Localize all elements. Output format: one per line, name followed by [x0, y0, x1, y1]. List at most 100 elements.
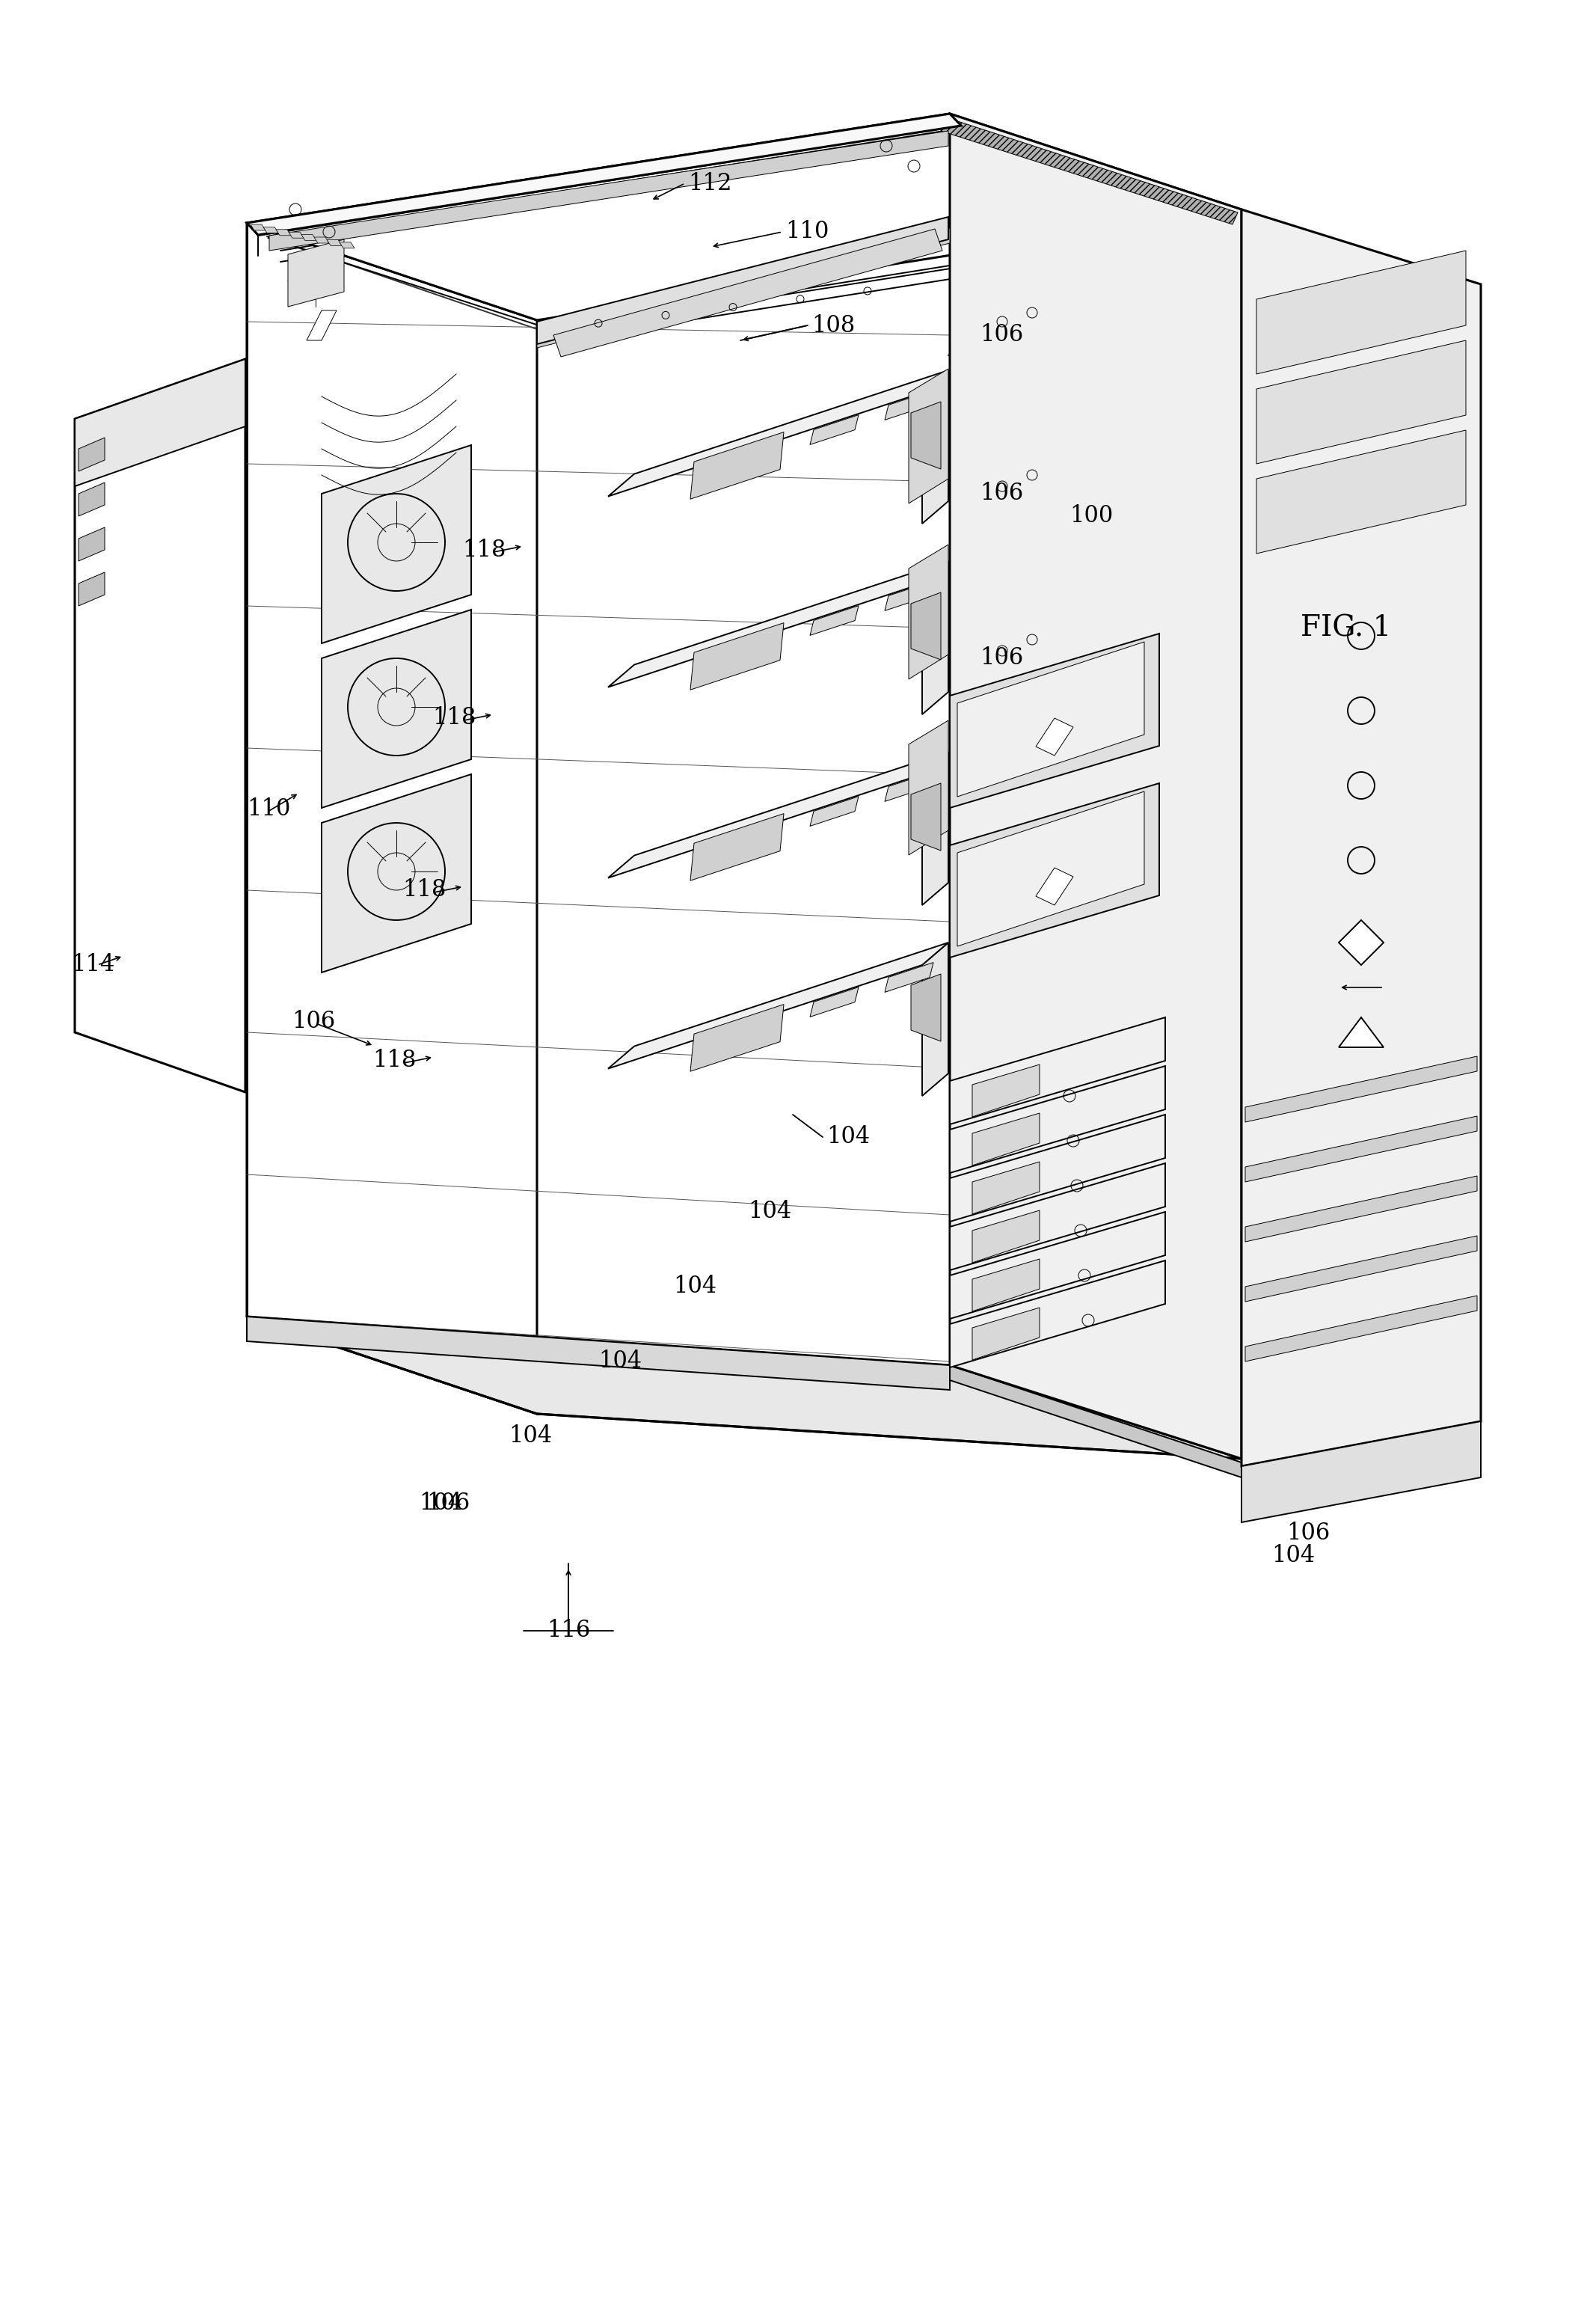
Text: 104: 104	[749, 1200, 792, 1223]
Polygon shape	[289, 232, 303, 239]
Polygon shape	[922, 753, 948, 906]
Text: 104: 104	[509, 1424, 552, 1448]
Text: 104: 104	[418, 1492, 463, 1515]
Text: 116: 116	[546, 1619, 591, 1642]
Polygon shape	[950, 1017, 1165, 1123]
Text: 108: 108	[811, 313, 855, 338]
Text: 110: 110	[247, 797, 290, 820]
Polygon shape	[809, 987, 859, 1017]
Polygon shape	[1245, 1056, 1476, 1121]
Text: FIG. 1: FIG. 1	[1301, 614, 1392, 642]
Polygon shape	[75, 359, 246, 486]
Polygon shape	[608, 753, 948, 878]
Polygon shape	[1245, 1177, 1476, 1241]
Polygon shape	[247, 222, 536, 1413]
Polygon shape	[608, 560, 948, 688]
Polygon shape	[608, 371, 948, 496]
Text: 104: 104	[827, 1126, 870, 1149]
Polygon shape	[908, 368, 948, 503]
Polygon shape	[950, 1114, 1165, 1221]
Polygon shape	[306, 310, 337, 340]
Polygon shape	[340, 243, 354, 248]
Polygon shape	[263, 227, 278, 234]
Polygon shape	[691, 623, 784, 690]
Polygon shape	[950, 783, 1159, 957]
Polygon shape	[314, 236, 329, 243]
Polygon shape	[809, 604, 859, 635]
Polygon shape	[536, 229, 950, 347]
Polygon shape	[908, 720, 948, 855]
Polygon shape	[922, 943, 948, 1095]
Polygon shape	[270, 132, 948, 250]
Polygon shape	[972, 1163, 1039, 1214]
Polygon shape	[972, 1211, 1039, 1262]
Polygon shape	[884, 581, 934, 611]
Polygon shape	[1339, 919, 1384, 966]
Polygon shape	[911, 975, 942, 1042]
Polygon shape	[950, 635, 1159, 808]
Polygon shape	[911, 593, 942, 660]
Polygon shape	[1242, 208, 1481, 1466]
Polygon shape	[251, 225, 265, 229]
Text: 104: 104	[674, 1276, 717, 1299]
Polygon shape	[78, 572, 105, 607]
Polygon shape	[972, 1260, 1039, 1311]
Polygon shape	[276, 229, 290, 236]
Polygon shape	[1242, 1422, 1481, 1522]
Polygon shape	[950, 1163, 1165, 1269]
Polygon shape	[1256, 250, 1465, 373]
Polygon shape	[327, 239, 342, 245]
Polygon shape	[691, 1005, 784, 1072]
Polygon shape	[911, 783, 942, 850]
Polygon shape	[247, 1315, 1242, 1459]
Polygon shape	[247, 113, 1242, 320]
Polygon shape	[608, 943, 948, 1068]
Polygon shape	[1256, 431, 1465, 554]
Polygon shape	[1036, 868, 1073, 906]
Polygon shape	[911, 401, 942, 470]
Text: 118: 118	[463, 537, 506, 560]
Text: 112: 112	[688, 171, 733, 195]
Text: 118: 118	[402, 878, 445, 901]
Polygon shape	[809, 797, 859, 827]
Polygon shape	[908, 544, 948, 679]
Polygon shape	[78, 528, 105, 560]
Polygon shape	[1036, 718, 1073, 755]
Polygon shape	[809, 415, 859, 445]
Polygon shape	[950, 1065, 1165, 1172]
Polygon shape	[884, 963, 934, 991]
Text: 100: 100	[1069, 505, 1112, 528]
Polygon shape	[321, 774, 471, 973]
Polygon shape	[247, 1315, 950, 1390]
Polygon shape	[950, 1211, 1165, 1318]
Polygon shape	[942, 113, 1242, 222]
Polygon shape	[972, 1065, 1039, 1116]
Polygon shape	[958, 642, 1144, 797]
Polygon shape	[75, 359, 246, 1093]
Text: 106: 106	[1286, 1522, 1329, 1545]
Text: 106: 106	[426, 1492, 469, 1515]
Text: 110: 110	[785, 220, 828, 243]
Text: 106: 106	[292, 1010, 335, 1033]
Polygon shape	[536, 218, 948, 345]
Polygon shape	[1245, 1237, 1476, 1302]
Polygon shape	[287, 239, 345, 306]
Polygon shape	[691, 813, 784, 880]
Text: 106: 106	[980, 482, 1023, 505]
Polygon shape	[884, 771, 934, 801]
Polygon shape	[950, 1364, 1242, 1478]
Polygon shape	[958, 792, 1144, 947]
Polygon shape	[1245, 1116, 1476, 1181]
Polygon shape	[922, 560, 948, 713]
Polygon shape	[1245, 1295, 1476, 1362]
Polygon shape	[972, 1114, 1039, 1165]
Polygon shape	[950, 1260, 1165, 1366]
Text: 104: 104	[1272, 1545, 1315, 1568]
Polygon shape	[950, 113, 1242, 1459]
Polygon shape	[321, 609, 471, 808]
Polygon shape	[554, 229, 942, 357]
Polygon shape	[302, 234, 316, 241]
Polygon shape	[1339, 1017, 1384, 1047]
Polygon shape	[247, 113, 961, 236]
Polygon shape	[972, 1309, 1039, 1359]
